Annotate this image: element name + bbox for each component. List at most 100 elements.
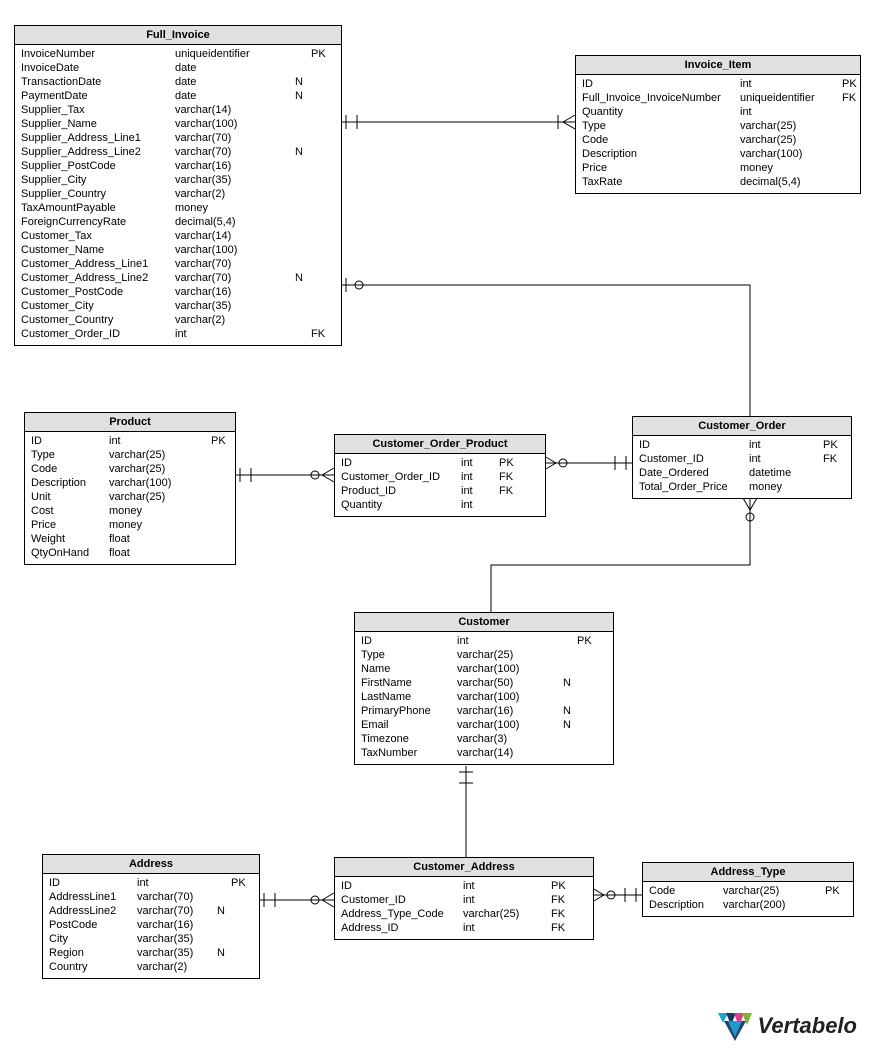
column-nullable: N	[217, 904, 231, 918]
column-row: IDintPK	[341, 879, 587, 893]
column-key	[577, 676, 597, 690]
column-name: ID	[582, 77, 740, 91]
entity-body: InvoiceNumberuniqueidentifierPKInvoiceDa…	[15, 45, 341, 345]
column-nullable	[295, 131, 311, 145]
column-name: Customer_City	[21, 299, 175, 313]
column-type: int	[740, 77, 832, 91]
column-key: FK	[551, 907, 575, 921]
column-key	[231, 960, 251, 974]
column-name: Code	[582, 133, 740, 147]
column-key	[211, 518, 231, 532]
column-name: Region	[49, 946, 137, 960]
column-type: int	[461, 498, 491, 512]
column-name: Description	[31, 476, 109, 490]
column-name: Customer_Country	[21, 313, 175, 327]
column-type: int	[175, 327, 295, 341]
column-key	[499, 498, 535, 512]
column-type: date	[175, 75, 295, 89]
column-name: Supplier_Name	[21, 117, 175, 131]
column-name: Country	[49, 960, 137, 974]
entity-body: Codevarchar(25)PKDescriptionvarchar(200)	[643, 882, 853, 916]
entity-customer: CustomerIDintPKTypevarchar(25)Namevarcha…	[354, 612, 614, 765]
column-name: Email	[361, 718, 457, 732]
column-row: Quantityint	[582, 105, 854, 119]
column-nullable	[199, 476, 211, 490]
column-key	[231, 946, 251, 960]
column-nullable	[491, 470, 499, 484]
column-row: Timezonevarchar(3)	[361, 732, 607, 746]
column-row: Supplier_PostCodevarchar(16)	[21, 159, 335, 173]
column-type: varchar(25)	[109, 462, 199, 476]
column-name: Date_Ordered	[639, 466, 749, 480]
column-type: varchar(35)	[175, 299, 295, 313]
column-nullable	[199, 462, 211, 476]
column-type: varchar(100)	[740, 147, 832, 161]
vertabelo-logo-text: Vertabelo	[758, 1013, 857, 1039]
column-key	[842, 147, 860, 161]
column-type: varchar(100)	[109, 476, 199, 490]
column-type: uniqueidentifier	[740, 91, 832, 105]
column-row: Typevarchar(25)	[31, 448, 229, 462]
column-name: Code	[649, 884, 723, 898]
column-type: varchar(2)	[137, 960, 217, 974]
column-key	[577, 662, 597, 676]
column-nullable	[295, 61, 311, 75]
column-row: TaxAmountPayablemoney	[21, 201, 335, 215]
relationship-customer_address_to_address_type	[592, 888, 642, 902]
column-row: InvoiceNumberuniqueidentifierPK	[21, 47, 335, 61]
column-nullable	[541, 921, 551, 935]
column-row: Cityvarchar(35)	[49, 932, 253, 946]
column-nullable	[832, 105, 842, 119]
entity-customer_order: Customer_OrderIDintPKCustomer_IDintFKDat…	[632, 416, 852, 499]
column-name: Price	[582, 161, 740, 175]
column-type: money	[109, 518, 199, 532]
column-nullable	[832, 77, 842, 91]
column-name: TaxNumber	[361, 746, 457, 760]
column-name: FirstName	[361, 676, 457, 690]
column-row: TaxRatedecimal(5,4)	[582, 175, 854, 189]
column-key	[231, 890, 251, 904]
column-type: int	[137, 876, 217, 890]
column-name: Customer_ID	[341, 893, 463, 907]
column-row: PostCodevarchar(16)	[49, 918, 253, 932]
column-key	[311, 257, 331, 271]
column-row: TaxNumbervarchar(14)	[361, 746, 607, 760]
column-row: TransactionDatedateN	[21, 75, 335, 89]
column-key	[211, 462, 231, 476]
entity-body: IDintPKFull_Invoice_InvoiceNumberuniquei…	[576, 75, 860, 193]
column-type: int	[749, 452, 811, 466]
column-type: money	[175, 201, 295, 215]
column-nullable	[217, 876, 231, 890]
column-nullable	[199, 504, 211, 518]
column-row: Full_Invoice_InvoiceNumberuniqueidentifi…	[582, 91, 854, 105]
column-nullable	[295, 201, 311, 215]
column-key	[842, 119, 860, 133]
column-name: TransactionDate	[21, 75, 175, 89]
column-key: PK	[842, 77, 860, 91]
column-nullable	[491, 498, 499, 512]
entity-invoice_item: Invoice_ItemIDintPKFull_Invoice_InvoiceN…	[575, 55, 861, 194]
entity-title: Address_Type	[643, 863, 853, 882]
column-key	[311, 313, 331, 327]
column-row: Customer_Namevarchar(100)	[21, 243, 335, 257]
column-type: varchar(25)	[740, 133, 832, 147]
column-key	[211, 490, 231, 504]
column-key	[311, 131, 331, 145]
column-nullable	[541, 907, 551, 921]
column-name: Full_Invoice_InvoiceNumber	[582, 91, 740, 105]
column-key	[311, 187, 331, 201]
column-name: AddressLine1	[49, 890, 137, 904]
column-row: IDintPK	[49, 876, 253, 890]
column-type: varchar(100)	[175, 243, 295, 257]
column-name: ForeignCurrencyRate	[21, 215, 175, 229]
column-key	[577, 732, 597, 746]
column-key	[577, 746, 597, 760]
column-key	[211, 546, 231, 560]
column-name: TaxAmountPayable	[21, 201, 175, 215]
column-key	[231, 904, 251, 918]
column-row: Codevarchar(25)	[582, 133, 854, 147]
column-key	[231, 918, 251, 932]
column-name: Type	[361, 648, 457, 662]
column-key	[823, 480, 843, 494]
column-nullable	[563, 662, 577, 676]
